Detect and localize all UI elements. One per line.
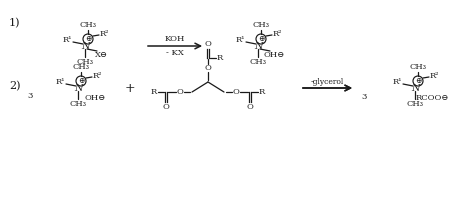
Text: O: O (233, 88, 239, 96)
Text: R¹: R¹ (55, 78, 65, 86)
Text: +: + (125, 82, 135, 94)
Text: R¹: R¹ (392, 78, 402, 86)
Text: N: N (411, 84, 419, 92)
Text: R²: R² (99, 30, 109, 38)
Text: 2): 2) (9, 81, 20, 91)
Text: R¹: R¹ (235, 36, 245, 44)
Text: - KX: - KX (166, 49, 184, 57)
Text: ⊕: ⊕ (415, 77, 421, 85)
Text: CH₃: CH₃ (73, 63, 90, 71)
Text: ⊕: ⊕ (258, 35, 264, 43)
Text: CH₃: CH₃ (76, 58, 93, 66)
Text: CH₃: CH₃ (407, 100, 423, 108)
Text: O: O (205, 40, 211, 48)
Text: R: R (259, 88, 265, 96)
Text: R: R (217, 54, 223, 62)
Text: CH₃: CH₃ (249, 58, 266, 66)
Text: ⊕: ⊕ (85, 35, 91, 43)
Text: R²: R² (429, 72, 439, 80)
Text: R²: R² (272, 30, 282, 38)
Text: 3: 3 (361, 93, 367, 101)
Text: 3: 3 (27, 92, 33, 100)
Text: CH₃: CH₃ (80, 21, 97, 29)
Text: R²: R² (92, 72, 102, 80)
Text: O: O (205, 64, 211, 72)
Text: O: O (246, 103, 254, 111)
Text: OH⊖: OH⊖ (264, 51, 284, 59)
Text: N: N (74, 84, 82, 92)
Text: CH₃: CH₃ (253, 21, 270, 29)
Text: ⊕: ⊕ (78, 77, 84, 85)
Text: CH₃: CH₃ (410, 63, 427, 71)
Text: -glycerol: -glycerol (310, 78, 344, 86)
Text: RCOO⊖: RCOO⊖ (415, 94, 449, 102)
Text: R: R (151, 88, 157, 96)
Text: N: N (254, 42, 262, 50)
Text: CH₃: CH₃ (70, 100, 86, 108)
Text: X⊖: X⊖ (94, 51, 108, 59)
Text: O: O (163, 103, 169, 111)
Text: 1): 1) (9, 18, 20, 28)
Text: O: O (176, 88, 183, 96)
Text: N: N (81, 42, 89, 50)
Text: KOH: KOH (165, 35, 185, 43)
Text: R¹: R¹ (62, 36, 72, 44)
Text: OH⊖: OH⊖ (84, 94, 106, 102)
